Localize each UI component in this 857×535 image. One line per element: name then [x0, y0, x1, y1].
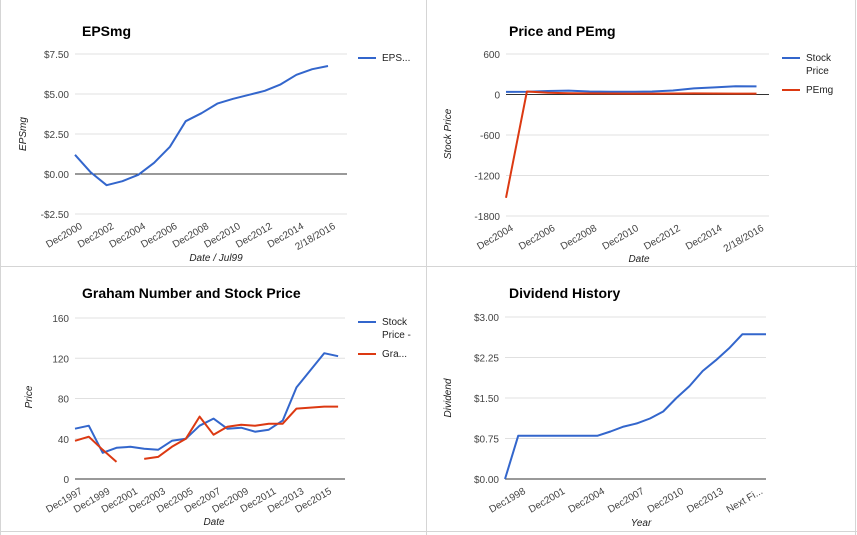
- y-tick-label: -1200: [474, 172, 500, 183]
- y-tick-label: -1800: [474, 212, 500, 223]
- chart-title: Dividend History: [509, 285, 620, 301]
- y-axis-title: Price: [24, 385, 35, 408]
- y-tick-label: $2.50: [44, 130, 69, 141]
- panel-border-right: [855, 0, 856, 535]
- x-tick-label: 2/18/2016: [722, 223, 766, 255]
- x-tick-label: Dec2004: [567, 486, 608, 516]
- y-tick-label: 40: [58, 435, 70, 446]
- series-line: [74, 65, 329, 187]
- series-line: [504, 333, 766, 480]
- x-tick-label: Dec1998: [488, 486, 529, 516]
- y-tick-label: $7.50: [44, 50, 69, 61]
- y-tick-label: 0: [494, 91, 500, 102]
- y-tick-label: 80: [58, 395, 70, 406]
- x-axis-title: Date / Jul99: [189, 253, 243, 264]
- y-axis-title: Stock Price: [443, 108, 454, 159]
- y-tick-label: $1.50: [474, 394, 499, 405]
- legend-label: EPS...: [382, 53, 410, 64]
- chart-title: Price and PEmg: [509, 23, 616, 39]
- y-tick-label: 0: [63, 475, 69, 486]
- x-axis-title: Year: [631, 518, 652, 529]
- x-tick-label: Dec2007: [606, 486, 647, 516]
- series-line: [144, 405, 339, 460]
- x-tick-label: Dec2001: [527, 486, 568, 516]
- legend-label: Gra...: [382, 349, 407, 360]
- legend-label: Stock Price -: [382, 317, 411, 341]
- chart-title: EPSmg: [82, 23, 131, 39]
- y-tick-label: $0.00: [474, 475, 499, 486]
- x-tick-label: Dec2006: [517, 223, 558, 253]
- panel-divider-horizontal: [0, 266, 857, 267]
- dividend-chart: Dividend History $3.00 $2.25 $1.50 $0.75 $0.0…: [443, 285, 766, 529]
- x-tick-label: Dec2013: [685, 486, 726, 516]
- series-line: [74, 352, 339, 454]
- series-line: [74, 435, 118, 463]
- chart-title: Graham Number and Stock Price: [82, 285, 301, 301]
- panel-border-bottom: [0, 531, 857, 532]
- y-tick-label: 600: [483, 50, 500, 61]
- y-axis-title: Dividend: [443, 378, 454, 417]
- x-tick-label: Dec2012: [642, 223, 683, 253]
- y-tick-label: $5.00: [44, 90, 69, 101]
- x-tick-label: Dec2014: [684, 223, 725, 253]
- graham-chart: Graham Number and Stock Price 160 120 80 40 0…: [24, 285, 411, 528]
- eps-chart: EPSmg$7.50$5.00$2.50$0.00-$2.50Dec2000De…: [18, 23, 410, 264]
- series-line: [505, 90, 757, 198]
- legend-label: Stock Price: [806, 53, 832, 77]
- panel-divider-vertical: [426, 0, 427, 535]
- x-axis-title: Date: [203, 517, 225, 528]
- x-tick-label: Dec2010: [601, 223, 642, 253]
- x-tick-label: Dec2004: [475, 223, 516, 253]
- panel-border-left: [0, 0, 1, 535]
- x-axis-title: Date: [628, 254, 650, 265]
- y-tick-label: -600: [480, 131, 500, 142]
- x-tick-label: Dec2008: [559, 223, 600, 253]
- y-tick-label: 120: [52, 354, 69, 365]
- y-tick-label: -$2.50: [41, 210, 70, 221]
- legend-label: PEmg: [806, 85, 833, 96]
- series-line: [505, 85, 757, 93]
- y-axis-title: EPSmg: [18, 117, 29, 151]
- x-tick-label: Next Fi...: [725, 486, 765, 516]
- y-tick-label: $3.00: [474, 313, 499, 324]
- y-tick-label: $0.00: [44, 170, 69, 181]
- y-tick-label: 160: [52, 314, 69, 325]
- y-tick-label: $0.75: [474, 435, 499, 446]
- x-tick-label: Dec2010: [646, 486, 687, 516]
- y-tick-label: $2.25: [474, 354, 499, 365]
